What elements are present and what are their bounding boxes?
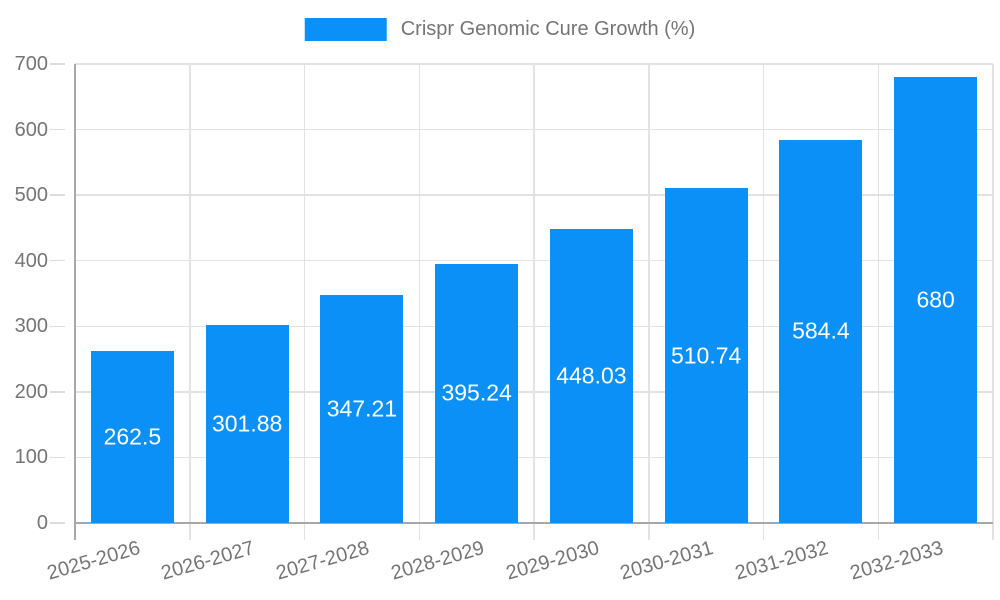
bar[interactable] xyxy=(664,188,748,523)
bar[interactable] xyxy=(894,77,978,523)
x-axis-tick-label: 2025-2026 xyxy=(44,537,143,585)
y-axis-tick-label: 400 xyxy=(14,249,48,272)
x-axis-tick-label: 2026-2027 xyxy=(159,537,258,585)
category-boundary-gridline xyxy=(418,64,420,540)
category-boundary-gridline xyxy=(992,64,994,540)
y-tick-mark xyxy=(50,63,65,65)
y-tick-mark xyxy=(50,325,65,328)
legend-label: Crispr Genomic Cure Growth (%) xyxy=(400,18,696,40)
y-axis-tick-label: 100 xyxy=(14,446,48,469)
x-axis-line xyxy=(75,522,993,524)
x-axis-tick-label: 2032-2033 xyxy=(847,537,946,585)
bar[interactable] xyxy=(320,295,404,523)
y-axis-tick-label: 300 xyxy=(14,315,48,338)
bar[interactable] xyxy=(90,350,174,523)
y-tick-mark xyxy=(50,391,65,393)
y-axis-tick-label: 200 xyxy=(14,380,48,403)
x-axis-tick-label: 2030-2031 xyxy=(618,537,717,585)
y-axis-tick-label: 600 xyxy=(14,118,48,141)
x-axis-tick-label: 2027-2028 xyxy=(273,537,372,585)
category-boundary-gridline xyxy=(189,64,191,540)
bar[interactable] xyxy=(205,325,289,523)
y-axis-tick-label: 0 xyxy=(36,512,48,534)
x-axis-tick-label: 2031-2032 xyxy=(732,537,831,585)
category-boundary-gridline xyxy=(762,64,765,540)
legend[interactable]: Crispr Genomic Cure Growth (%) xyxy=(304,18,696,41)
y-tick-mark xyxy=(50,194,65,196)
x-axis-tick-label: 2028-2029 xyxy=(388,537,487,585)
y-tick-mark xyxy=(50,128,65,131)
y-axis-tick-label: 700 xyxy=(14,53,48,75)
bar[interactable] xyxy=(779,139,863,523)
category-boundary-gridline xyxy=(303,64,306,540)
legend-swatch xyxy=(304,18,387,41)
category-boundary-gridline xyxy=(648,64,650,540)
bar[interactable] xyxy=(435,263,519,523)
y-tick-mark xyxy=(50,522,65,524)
category-boundary-gridline xyxy=(877,64,879,540)
category-boundary-gridline xyxy=(533,64,535,540)
x-axis-tick-label: 2029-2030 xyxy=(503,537,602,585)
y-tick-mark xyxy=(50,456,65,459)
bar[interactable] xyxy=(549,229,633,523)
y-axis-tick-label: 500 xyxy=(14,184,48,207)
y-tick-mark xyxy=(50,259,65,262)
y-axis-line xyxy=(74,64,76,540)
